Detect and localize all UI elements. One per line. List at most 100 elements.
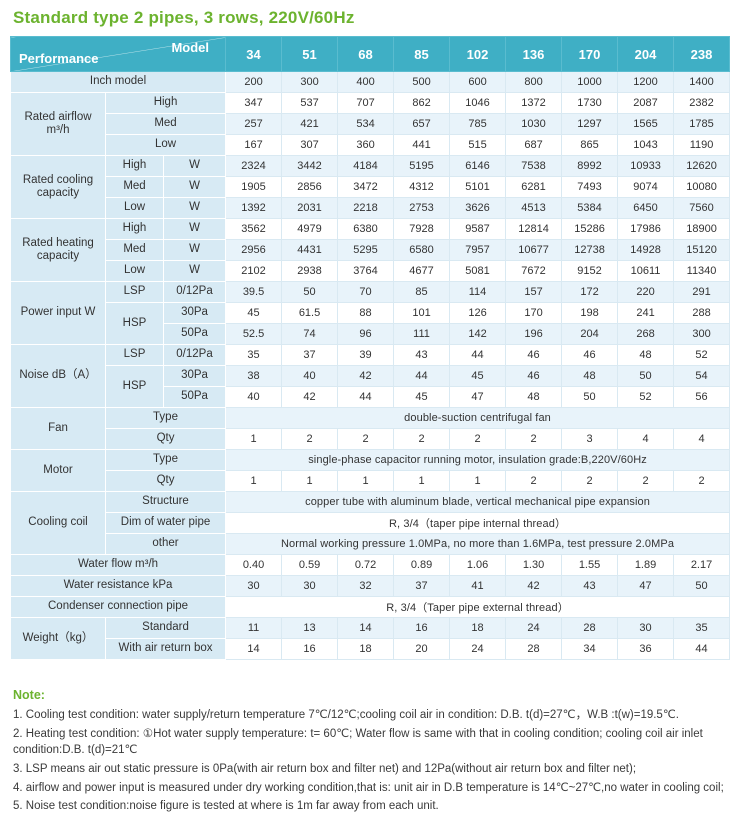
spec-value: 5101 [449, 176, 507, 198]
spec-row: HSP 30Pa 38 40 42 44 45 46 48 50 54 [11, 365, 731, 408]
spec-value: 2382 [673, 92, 731, 114]
table-corner-header: Model Performance [9, 36, 227, 72]
spec-value: 126 [449, 302, 507, 324]
spec-value: 2 [337, 428, 395, 450]
spec-value: 515 [449, 134, 507, 156]
spec-value: 865 [561, 134, 619, 156]
row-label: Noise dB（A） [10, 344, 106, 408]
spec-value: 1 [225, 470, 283, 492]
spec-value: 300 [673, 323, 731, 345]
spec-value: 1190 [673, 134, 731, 156]
spec-span-value: Normal working pressure 1.0MPa, no more … [225, 533, 731, 555]
spec-value: 2 [449, 428, 507, 450]
spec-value: 0.72 [337, 554, 395, 576]
spec-row: 50Pa 40 42 44 45 47 48 50 52 56 [11, 386, 731, 408]
model-column-header: 204 [617, 36, 675, 72]
spec-row: other Normal working pressure 1.0MPa, no … [11, 533, 731, 555]
row-label: LSP [105, 281, 164, 303]
spec-value: 1046 [449, 92, 507, 114]
spec-value: 1 [225, 428, 283, 450]
spec-value: 11340 [673, 260, 731, 282]
spec-row: Cooling coil Structure copper tube with al… [10, 491, 731, 555]
spec-value: 2956 [225, 239, 283, 261]
spec-row: Water resistance kPa 30 30 32 37 41 42 43 47 50 [9, 575, 731, 597]
spec-value: 5195 [393, 155, 451, 177]
spec-value: 268 [617, 323, 675, 345]
spec-value: 3442 [281, 155, 339, 177]
spec-value: 5384 [561, 197, 619, 219]
spec-value: 61.5 [281, 302, 339, 324]
spec-value: 1.89 [617, 554, 675, 576]
spec-value: 52 [617, 386, 675, 408]
spec-span-value: single-phase capacitor running motor, in… [225, 449, 731, 471]
spec-value: 42 [505, 575, 563, 597]
row-label: Qty [104, 470, 227, 492]
spec-value: 14928 [617, 239, 675, 261]
spec-row: Low W 2102 2938 3764 4677 5081 7672 9152 10611 113… [11, 260, 731, 282]
spec-value: 7560 [673, 197, 731, 219]
spec-value: 2 [281, 428, 339, 450]
row-label: Rated airflow m³/h [10, 92, 106, 156]
spec-value: 142 [449, 323, 507, 345]
spec-value: 15120 [673, 239, 731, 261]
row-label: Fan [10, 407, 106, 450]
spec-value: 2324 [225, 155, 283, 177]
spec-value: 48 [561, 365, 619, 387]
spec-row: Dim of water pipe R, 3/4（taper pipe inter… [11, 512, 731, 534]
spec-value: 1785 [673, 113, 731, 135]
row-label: W [162, 155, 227, 177]
spec-span-value: R, 3/4（taper pipe internal thread） [225, 512, 731, 534]
spec-row: Med W 2956 4431 5295 6580 7957 10677 12738 14928 1… [11, 239, 731, 261]
spec-value: 30 [617, 617, 675, 639]
spec-value: 28 [505, 638, 563, 660]
spec-value: 30 [281, 575, 339, 597]
spec-value: 2938 [281, 260, 339, 282]
row-label: Low [104, 134, 227, 156]
spec-value: 9152 [561, 260, 619, 282]
row-label: Low [105, 197, 164, 219]
spec-value: 47 [617, 575, 675, 597]
spec-value: 48 [505, 386, 563, 408]
spec-row: Med W 1905 2856 3472 4312 5101 6281 7493 9074 1008… [11, 176, 731, 198]
row-label: 0/12Pa [162, 281, 227, 303]
spec-value: 50 [281, 281, 339, 303]
spec-value: 4312 [393, 176, 451, 198]
row-label: Type [104, 449, 227, 471]
spec-row: Rated airflow m³/h High 347 537 707 862 1046 13… [10, 92, 731, 156]
row-label: HSP [105, 365, 164, 408]
spec-value: 0.40 [225, 554, 283, 576]
spec-value: 46 [505, 365, 563, 387]
row-label: 0/12Pa [162, 344, 227, 366]
spec-span-value: double-suction centrifugal fan [225, 407, 731, 429]
spec-value: 1 [449, 470, 507, 492]
spec-value: 291 [673, 281, 731, 303]
spec-value: 11 [225, 617, 283, 639]
row-label: W [162, 218, 227, 240]
spec-value: 4184 [337, 155, 395, 177]
note-item-2: 2. Heating test condition: ①Hot water su… [13, 727, 703, 757]
row-label: W [162, 176, 227, 198]
model-column-header: 85 [393, 36, 451, 72]
model-column-header: 68 [337, 36, 395, 72]
spec-value: 43 [393, 344, 451, 366]
spec-value: 20 [393, 638, 451, 660]
note-item-3: 3. LSP means air out static pressure is … [13, 763, 637, 776]
spec-value: 172 [561, 281, 619, 303]
spec-value: 198 [561, 302, 619, 324]
spec-value: 4513 [505, 197, 563, 219]
spec-value: 28 [561, 617, 619, 639]
spec-value: 1043 [617, 134, 675, 156]
spec-value: 600 [449, 71, 507, 93]
spec-value: 34 [561, 638, 619, 660]
spec-value: 36 [617, 638, 675, 660]
spec-value: 35 [225, 344, 283, 366]
row-label: Inch model [9, 71, 227, 93]
spec-value: 400 [337, 71, 395, 93]
spec-value: 3 [561, 428, 619, 450]
spec-value: 13 [281, 617, 339, 639]
spec-row: Fan Type double-suction centrifugal fan [10, 407, 731, 450]
spec-value: 14 [225, 638, 283, 660]
spec-value: 50 [673, 575, 731, 597]
spec-value: 50 [561, 386, 619, 408]
spec-row: Motor Type single-phase capacitor running … [10, 449, 731, 492]
